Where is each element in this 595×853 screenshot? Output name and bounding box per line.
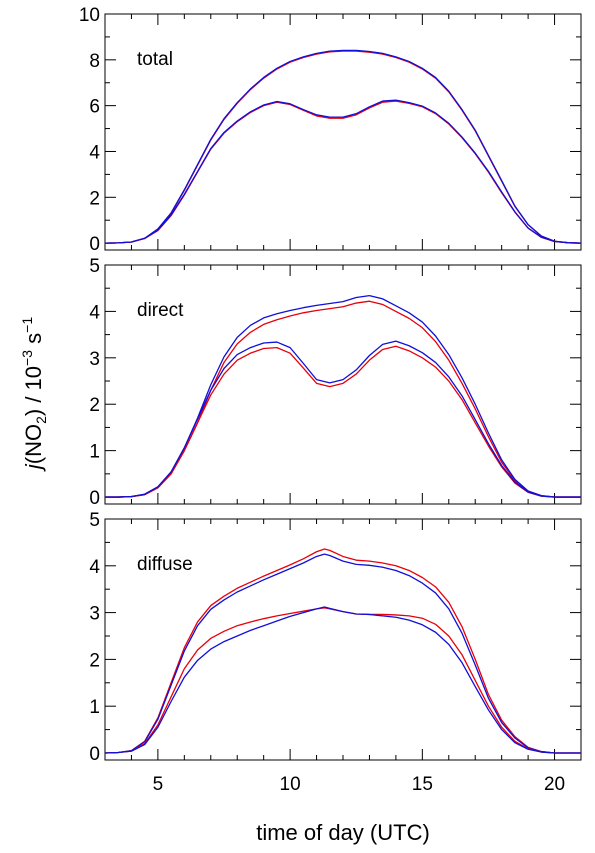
series-line-red-0 xyxy=(104,548,581,754)
y-tick-label: 2 xyxy=(89,188,100,209)
series-line-blue-1 xyxy=(105,294,581,498)
series-line-blue-3 xyxy=(104,606,581,754)
x-tick-label: 15 xyxy=(412,774,433,795)
series-line-red-2 xyxy=(104,100,582,244)
x-axis-title: time of day (UTC) xyxy=(256,820,430,845)
series-line-blue-1 xyxy=(104,553,581,754)
y-tick-label: 4 xyxy=(89,142,100,163)
y-axis-title-close: ) / 10 xyxy=(21,366,46,416)
panel-label-total: total xyxy=(137,49,173,70)
y-tick-label: 6 xyxy=(89,97,100,118)
series-line-red-2 xyxy=(105,345,581,498)
series-line-blue-3 xyxy=(105,340,581,498)
y-axis-title-unit: s xyxy=(21,333,46,350)
x-tick-labels: 5 10 15 20 xyxy=(153,774,566,795)
x-tick-label: 10 xyxy=(280,774,301,795)
y-axis-title-open: (NO xyxy=(21,424,46,464)
y-tick-label: 1 xyxy=(89,697,100,718)
series-line-red-0 xyxy=(104,50,582,244)
panel-direct: 0 1 2 3 4 5 direct xyxy=(89,256,582,509)
y-tick-label: 2 xyxy=(89,395,100,416)
y-tick-label: 0 xyxy=(89,234,100,255)
series-line-blue-1 xyxy=(104,49,582,244)
x-tick-label: 5 xyxy=(153,774,164,795)
y-axis-title-j: j xyxy=(21,463,46,472)
y-axis-title-sub: 2 xyxy=(33,416,49,424)
y-tick-label: 4 xyxy=(89,302,100,323)
panel-diffuse: 0 1 2 3 4 5 diffuse xyxy=(89,510,582,765)
y-tick-label: 8 xyxy=(89,51,100,72)
panel-label-direct: direct xyxy=(137,300,184,321)
y-tick-label: 2 xyxy=(89,650,100,671)
y-tick-label: 3 xyxy=(89,349,100,370)
y-tick-label: 1 xyxy=(89,442,100,463)
y-axis-title-sup1: −3 xyxy=(19,350,35,366)
series-line-blue-3 xyxy=(104,99,582,244)
y-tick-label: 3 xyxy=(89,604,100,625)
y-tick-label: 0 xyxy=(89,744,100,765)
y-tick-label: 5 xyxy=(89,510,100,531)
panel-total: 0 2 4 6 8 10 total xyxy=(79,5,582,255)
panel-label-diffuse: diffuse xyxy=(137,554,193,575)
series-line-red-0 xyxy=(105,300,581,498)
y-tick-label: 5 xyxy=(89,256,100,277)
y-tick-label: 10 xyxy=(79,5,100,26)
chart-panels: 0 2 4 6 8 10 total 0 1 2 3 4 5 direct 0 1 2 3 4 5 diffuse xyxy=(79,5,582,765)
y-axis-title: j(NO2) / 10−3 s−1 xyxy=(19,317,49,472)
y-tick-label: 4 xyxy=(89,557,100,578)
panel-frame xyxy=(104,13,582,251)
y-axis-title-sup2: −1 xyxy=(19,317,35,333)
y-tick-label: 0 xyxy=(89,488,100,509)
x-tick-label: 20 xyxy=(544,774,565,795)
